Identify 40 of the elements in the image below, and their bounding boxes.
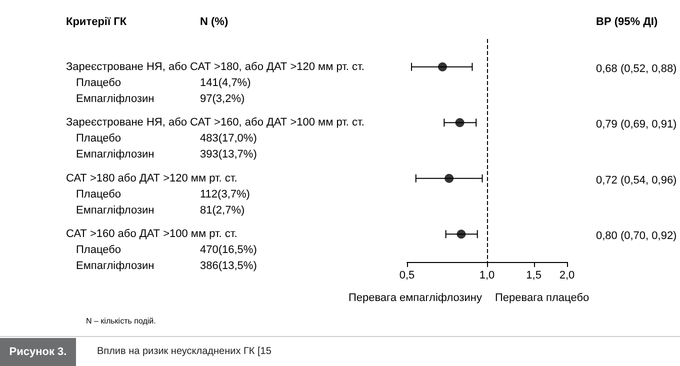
- text: Перевага емпагліфлозину: [348, 292, 482, 304]
- text: 393(13,7%): [200, 148, 257, 161]
- point: [456, 230, 466, 239]
- point: [455, 118, 464, 128]
- x-tick-label: 2,0: [559, 270, 575, 282]
- data-label: 0,72 (0,54, 0,96): [596, 174, 677, 186]
- data-label: 0,80 (0,70, 0,92): [596, 230, 677, 242]
- x-tick-label: 1,5: [526, 270, 542, 282]
- text: 97(3,2%): [200, 92, 245, 105]
- text: Плацебо: [76, 244, 122, 256]
- data-label: 0,68 (0,52, 0,88): [596, 62, 677, 75]
- text: 470(16,5%): [200, 244, 257, 256]
- point: [444, 174, 454, 183]
- y-tick-label: Зареєстроване НЯ, або САТ >180, або ДАТ >120 мм рт. ст.: [66, 60, 364, 73]
- text: Вплив на ризик неускладнених ГК [15: [97, 345, 272, 359]
- text: 112(3,7%): [200, 188, 250, 200]
- text: N – кількість подій.: [86, 316, 156, 326]
- text: 483(17,0%): [200, 132, 257, 145]
- y-tick-label: САТ >180 або ДАТ >120 мм рт. ст.: [66, 172, 238, 184]
- text: Плацебо: [76, 76, 122, 89]
- text: ВР (95% ДІ): [596, 16, 658, 28]
- text: Емпагліфлозин: [76, 92, 154, 105]
- text: N (%): [200, 16, 228, 28]
- text: Плацебо: [76, 188, 122, 200]
- text: Емпагліфлозин: [76, 148, 154, 161]
- x-tick-label: 1,0: [479, 270, 495, 282]
- text: Перевага плацебо: [495, 292, 590, 304]
- text: Емпагліфлозин: [76, 260, 154, 272]
- text: 141(4,7%): [200, 76, 251, 89]
- data-label: 0,79 (0,69, 0,91): [596, 118, 677, 131]
- text: 81(2,7%): [200, 204, 245, 216]
- text: Емпагліфлозин: [76, 204, 154, 216]
- y-tick-label: САТ >160 або ДАТ >100 мм рт. ст.: [66, 228, 238, 240]
- text: 386(13,5%): [200, 260, 257, 272]
- x-tick-label: 0,5: [399, 270, 415, 282]
- point: [438, 62, 447, 72]
- text: Плацебо: [76, 132, 122, 145]
- text: Рисунок 3.: [0, 338, 76, 366]
- text: Критерії ГК: [66, 16, 127, 28]
- y-tick-label: Зареєстроване НЯ, або САТ >160, або ДАТ >100 мм рт. ст.: [66, 116, 364, 129]
